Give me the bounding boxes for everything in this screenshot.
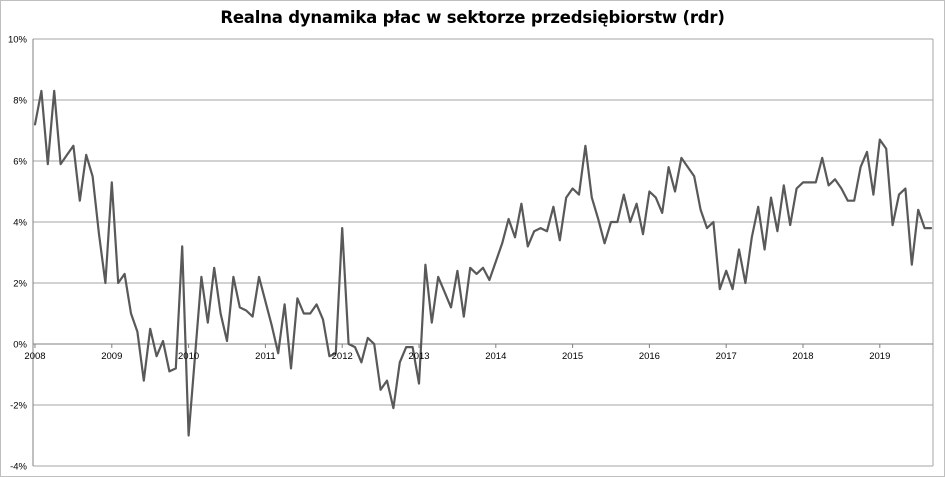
x-tick-label: 2013 — [408, 351, 429, 362]
series-line — [33, 89, 933, 437]
x-tick-label: 2011 — [255, 351, 275, 362]
y-tick-label: 8% — [13, 96, 27, 107]
tick-labels: 10% 8% 6% 4% 2% 0% -2% -4% 2008 2009 2010 2011 2012 2… — [8, 35, 890, 473]
y-tick-label: 2% — [13, 279, 27, 290]
chart-title: Realna dynamika płac w sektorze przedsię… — [220, 8, 725, 27]
x-tick-label: 2019 — [869, 351, 890, 362]
y-tick-label: 0% — [13, 340, 27, 351]
y-tick-label: -4% — [10, 462, 27, 473]
x-tick-label: 2009 — [101, 351, 122, 362]
series-layer — [33, 89, 933, 437]
y-tick-label: 4% — [13, 218, 27, 229]
x-tick-label: 2016 — [639, 351, 660, 362]
y-tick-label: -2% — [10, 401, 27, 412]
y-tick-label: 6% — [13, 157, 27, 168]
x-tick-label: 2010 — [178, 351, 199, 362]
x-tick-label: 2018 — [792, 351, 813, 362]
x-tick-label: 2008 — [24, 351, 45, 362]
axes — [32, 39, 934, 466]
x-tick-label: 2012 — [332, 351, 353, 362]
gridlines — [33, 38, 933, 467]
x-tick-label: 2015 — [562, 351, 583, 362]
x-tick-label: 2014 — [485, 351, 506, 362]
x-tick-label: 2017 — [716, 351, 737, 362]
y-tick-label: 10% — [8, 35, 28, 46]
